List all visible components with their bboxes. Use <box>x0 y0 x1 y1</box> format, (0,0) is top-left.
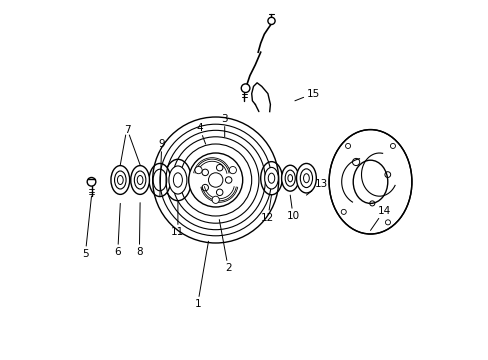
Ellipse shape <box>281 165 298 191</box>
Circle shape <box>202 184 208 191</box>
Text: 3: 3 <box>221 114 227 137</box>
Ellipse shape <box>130 166 149 194</box>
Ellipse shape <box>285 170 295 186</box>
Ellipse shape <box>168 166 186 194</box>
Text: 10: 10 <box>286 195 299 221</box>
Text: 13: 13 <box>306 179 327 195</box>
Ellipse shape <box>114 171 126 189</box>
Text: 7: 7 <box>124 125 131 135</box>
Circle shape <box>385 220 390 225</box>
Circle shape <box>216 165 223 171</box>
Text: 12: 12 <box>261 195 274 223</box>
Text: 9: 9 <box>158 139 164 196</box>
Circle shape <box>87 177 96 186</box>
Circle shape <box>229 167 236 174</box>
Text: 4: 4 <box>196 123 205 144</box>
Circle shape <box>152 117 278 243</box>
Text: 5: 5 <box>82 196 91 259</box>
Text: 15: 15 <box>294 89 319 101</box>
Circle shape <box>202 169 208 176</box>
Text: 8: 8 <box>136 203 142 257</box>
Circle shape <box>216 189 223 195</box>
Text: 6: 6 <box>114 203 121 257</box>
Circle shape <box>345 143 350 148</box>
Circle shape <box>389 143 395 148</box>
Ellipse shape <box>352 160 387 203</box>
Circle shape <box>208 173 223 187</box>
Circle shape <box>212 196 219 203</box>
Ellipse shape <box>260 162 282 195</box>
Ellipse shape <box>328 130 411 234</box>
Ellipse shape <box>296 163 316 193</box>
Circle shape <box>267 17 275 24</box>
Ellipse shape <box>111 166 129 194</box>
Ellipse shape <box>300 169 312 188</box>
Circle shape <box>188 153 242 207</box>
Text: 14: 14 <box>370 206 390 230</box>
Ellipse shape <box>164 159 191 201</box>
Circle shape <box>225 177 231 183</box>
Circle shape <box>341 210 346 215</box>
Text: 11: 11 <box>171 202 184 237</box>
Text: 2: 2 <box>219 220 231 273</box>
Circle shape <box>195 167 202 174</box>
Ellipse shape <box>149 163 170 197</box>
Text: 1: 1 <box>194 241 208 309</box>
Ellipse shape <box>264 167 278 189</box>
Ellipse shape <box>134 171 145 189</box>
Circle shape <box>241 84 249 93</box>
